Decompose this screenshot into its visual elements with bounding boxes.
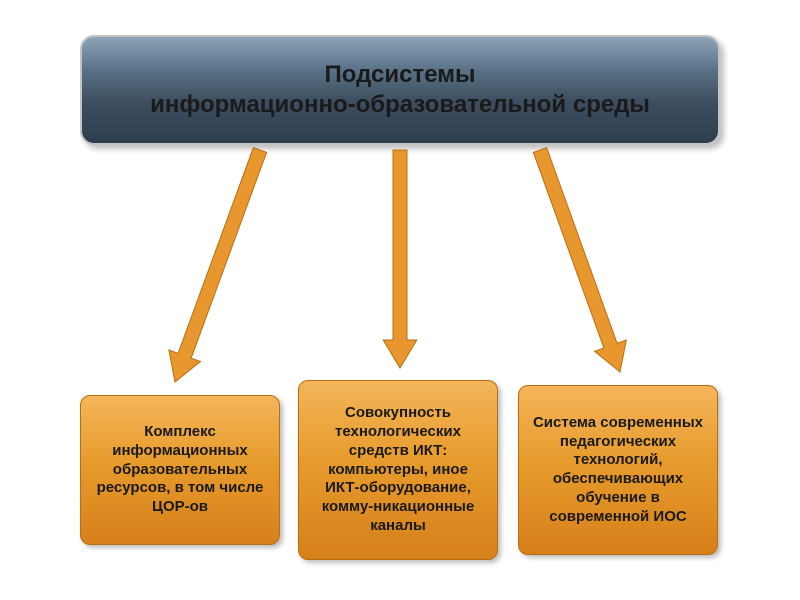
header-line1: Подсистемы <box>102 60 698 90</box>
header-line2: информационно-образовательной среды <box>102 90 698 120</box>
subsystem-text-2: Совокупность технологических средств ИКТ… <box>309 404 487 535</box>
subsystem-box-1: Комплекс информационных образовательных … <box>80 395 280 545</box>
arrow <box>533 148 626 372</box>
header-inner: Подсистемы информационно-образовательной… <box>82 50 718 130</box>
arrow <box>383 150 417 368</box>
subsystem-box-2: Совокупность технологических средств ИКТ… <box>298 380 498 560</box>
subsystem-text-1: Комплекс информационных образовательных … <box>91 423 269 517</box>
subsystem-text-3: Система современных педагогических техно… <box>529 414 707 527</box>
subsystem-box-3: Система современных педагогических техно… <box>518 385 718 555</box>
arrow <box>169 148 267 382</box>
header-box: Подсистемы информационно-образовательной… <box>80 35 720 145</box>
